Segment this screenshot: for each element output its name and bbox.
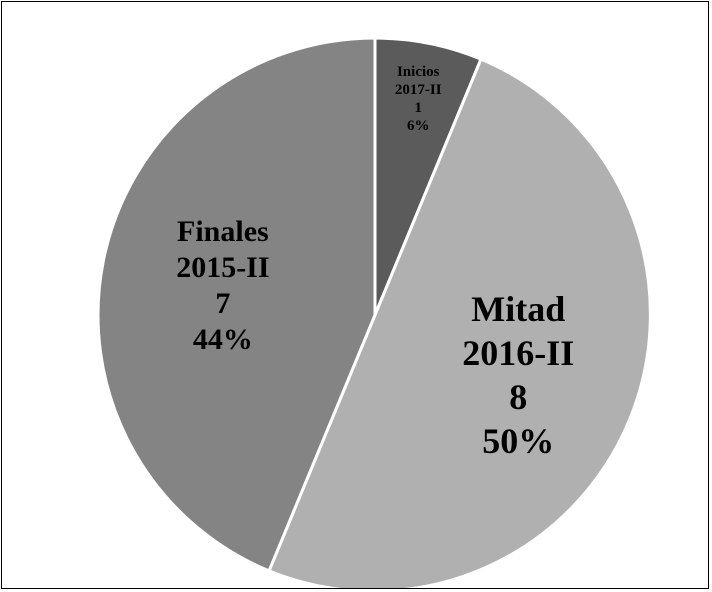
pie-label-percent: 44%: [193, 323, 253, 356]
pie-slice-finales: [96, 36, 377, 573]
pie-label-value: 8: [509, 377, 527, 417]
pie-label-finales: Finales 2015-II 7 44%: [176, 215, 269, 356]
pie-label-period: 2015-II: [176, 251, 269, 284]
pie-label-category: Inicios: [397, 64, 440, 80]
pie-slices: [96, 36, 652, 588]
pie-slice-mitad: [267, 57, 652, 588]
pie-label-category: Mitad: [471, 289, 565, 329]
pie-label-period: 2017-II: [395, 82, 442, 98]
pie-label-inicios: Inicios 2017-II 1 6%: [395, 64, 442, 134]
pie-label-value: 1: [414, 100, 422, 116]
pie-label-period: 2016-II: [462, 333, 574, 373]
pie-label-percent: 6%: [407, 118, 430, 134]
pie-label-mitad: Mitad 2016-II 8 50%: [462, 289, 574, 461]
pie-label-percent: 50%: [482, 421, 554, 461]
pie-labels: Inicios 2017-II 1 6% Mitad 2016-II 8 50% Finales…: [176, 64, 574, 461]
pie-label-category: Finales: [177, 215, 269, 248]
pie-label-value: 7: [215, 287, 230, 320]
